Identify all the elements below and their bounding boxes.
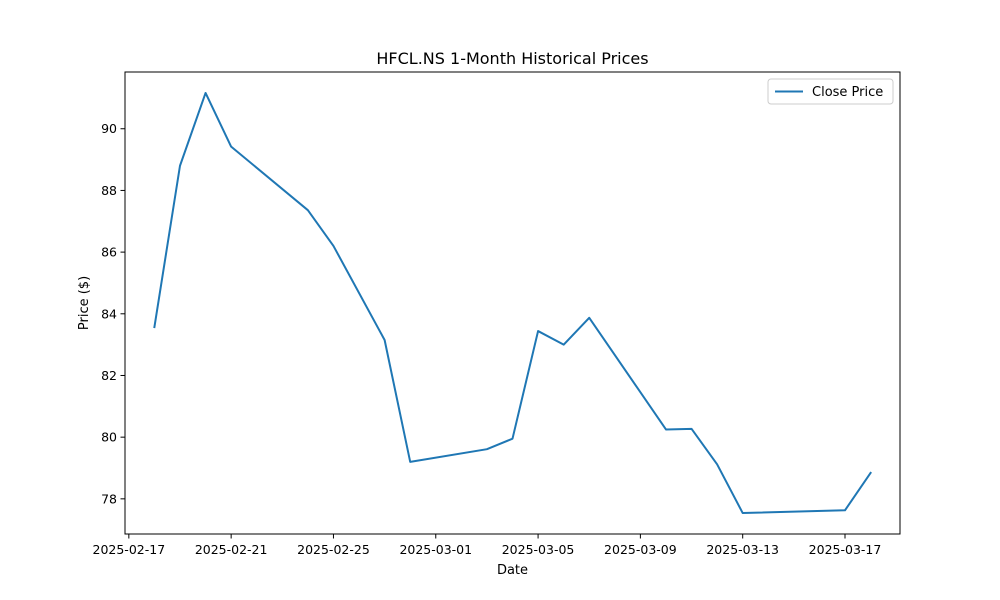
data-point	[409, 461, 411, 463]
data-point	[563, 344, 565, 346]
y-tick-label: 90	[101, 121, 117, 136]
data-point	[486, 448, 488, 450]
plot-area	[125, 72, 900, 534]
series-layer	[153, 91, 872, 515]
chart-title: HFCL.NS 1-Month Historical Prices	[376, 49, 648, 68]
data-point	[665, 428, 667, 430]
data-point	[716, 463, 718, 465]
legend-box	[767, 78, 894, 105]
data-point	[332, 245, 334, 247]
x-tick-label: 2025-03-17	[809, 542, 882, 557]
axes: 2025-02-17 2025-02-21 2025-02-25 2025-03-01…	[93, 71, 901, 557]
y-tick-label: 88	[101, 183, 117, 198]
plot-frame	[124, 71, 901, 535]
data-point	[153, 326, 155, 328]
legend: Close Price	[767, 78, 894, 105]
x-tick-label: 2025-03-09	[604, 542, 677, 557]
plot-background	[125, 72, 900, 534]
series-line-0	[153, 91, 872, 515]
data-point	[384, 339, 386, 341]
data-point	[205, 92, 207, 94]
y-axis-label: Price ($)	[77, 276, 92, 330]
data-point	[870, 472, 872, 474]
x-tick-label: 2025-02-21	[195, 542, 268, 557]
x-tick-label: 2025-03-13	[706, 542, 779, 557]
x-tick-label: 2025-03-01	[399, 542, 472, 557]
data-point	[179, 165, 181, 167]
data-point	[588, 317, 590, 319]
data-point	[691, 428, 693, 430]
legend-label: Close Price	[812, 85, 883, 100]
x-tick-label: 2025-02-25	[297, 542, 370, 557]
data-point	[844, 509, 846, 511]
data-point	[537, 330, 539, 332]
y-tick-label: 82	[101, 368, 117, 383]
data-point	[742, 512, 744, 514]
y-tick-label: 84	[101, 306, 117, 321]
x-tick-label: 2025-03-05	[502, 542, 575, 557]
y-tick-label: 78	[101, 491, 117, 506]
y-tick-label: 86	[101, 245, 117, 260]
x-axis-label: Date	[497, 563, 528, 578]
y-tick-label: 80	[101, 430, 117, 445]
x-tick-label: 2025-02-17	[93, 542, 166, 557]
data-point	[307, 209, 309, 211]
data-point	[512, 438, 514, 440]
data-point	[230, 146, 232, 148]
